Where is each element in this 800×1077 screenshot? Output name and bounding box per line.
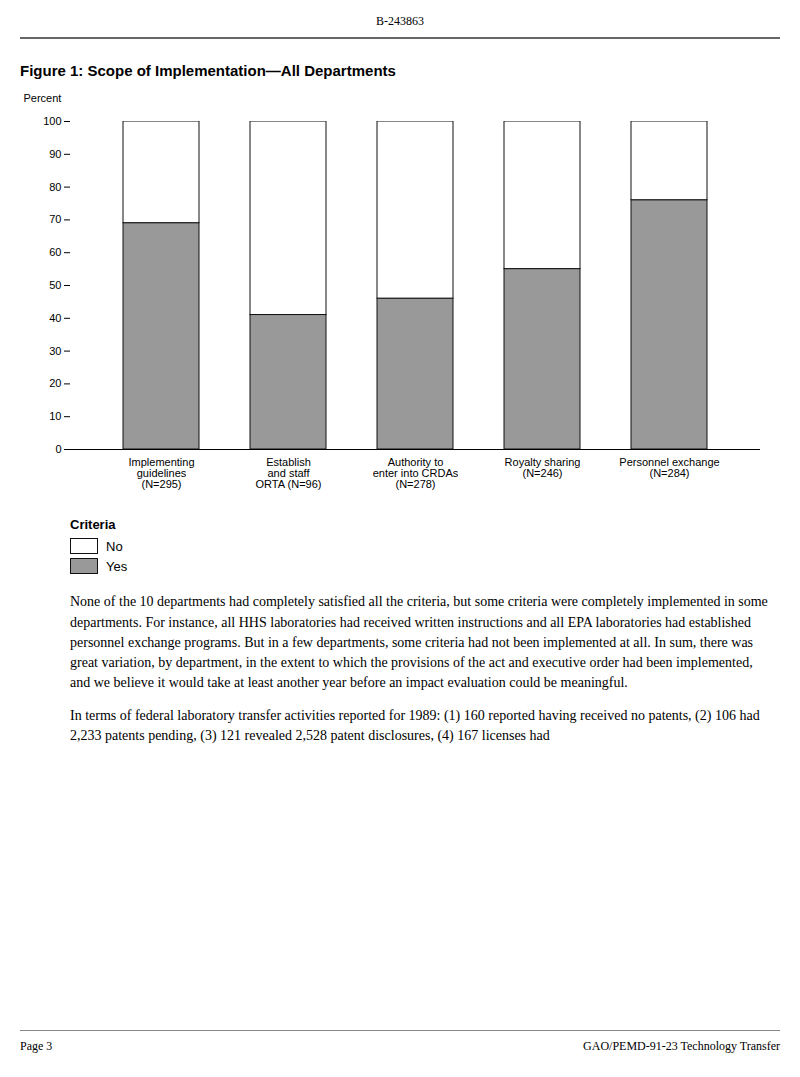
svg-text:20: 20 [49,378,61,390]
svg-text:100: 100 [43,115,61,127]
svg-text:30: 30 [49,345,61,357]
svg-text:Implementingguidelines(N=295): Implementingguidelines(N=295) [128,457,194,491]
html-text:Page 3: Page 3 [20,1039,53,1053]
svg-text:Establishand staffORTA (N=96): Establishand staffORTA (N=96) [256,457,322,491]
svg-text:0: 0 [55,443,61,455]
svg-text:10: 10 [49,410,61,422]
svg-text:50: 50 [49,279,61,291]
html-text:No: No [106,538,123,554]
html-text:In terms of federal laboratory: In terms of federal laboratory transfer … [70,707,760,743]
svg-text:40: 40 [49,312,61,324]
svg-text:70: 70 [49,214,61,226]
svg-text:80: 80 [49,181,61,193]
svg-text:90: 90 [49,148,61,160]
html-text:None of the 10 departments had: None of the 10 departments had completel… [70,594,768,691]
html-text:B-243863: B-243863 [376,14,424,28]
svg-text:Authority toenter into CRDAs(N: Authority toenter into CRDAs(N=278) [373,457,459,491]
html-text:Yes: Yes [106,558,128,574]
html-text:Criteria: Criteria [70,517,116,533]
svg-text:Royalty sharing(N=246): Royalty sharing(N=246) [505,457,581,480]
html-text:Figure 1: Scope of Implementat: Figure 1: Scope of Implementation—All De… [20,62,396,79]
svg-text:Percent: Percent [24,93,62,105]
html-text:GAO/PEMD-91-23 Technology Tran: GAO/PEMD-91-23 Technology Transfer [583,1039,780,1053]
svg-text:60: 60 [49,246,61,258]
svg-text:Personnel exchange(N=284): Personnel exchange(N=284) [619,457,719,480]
